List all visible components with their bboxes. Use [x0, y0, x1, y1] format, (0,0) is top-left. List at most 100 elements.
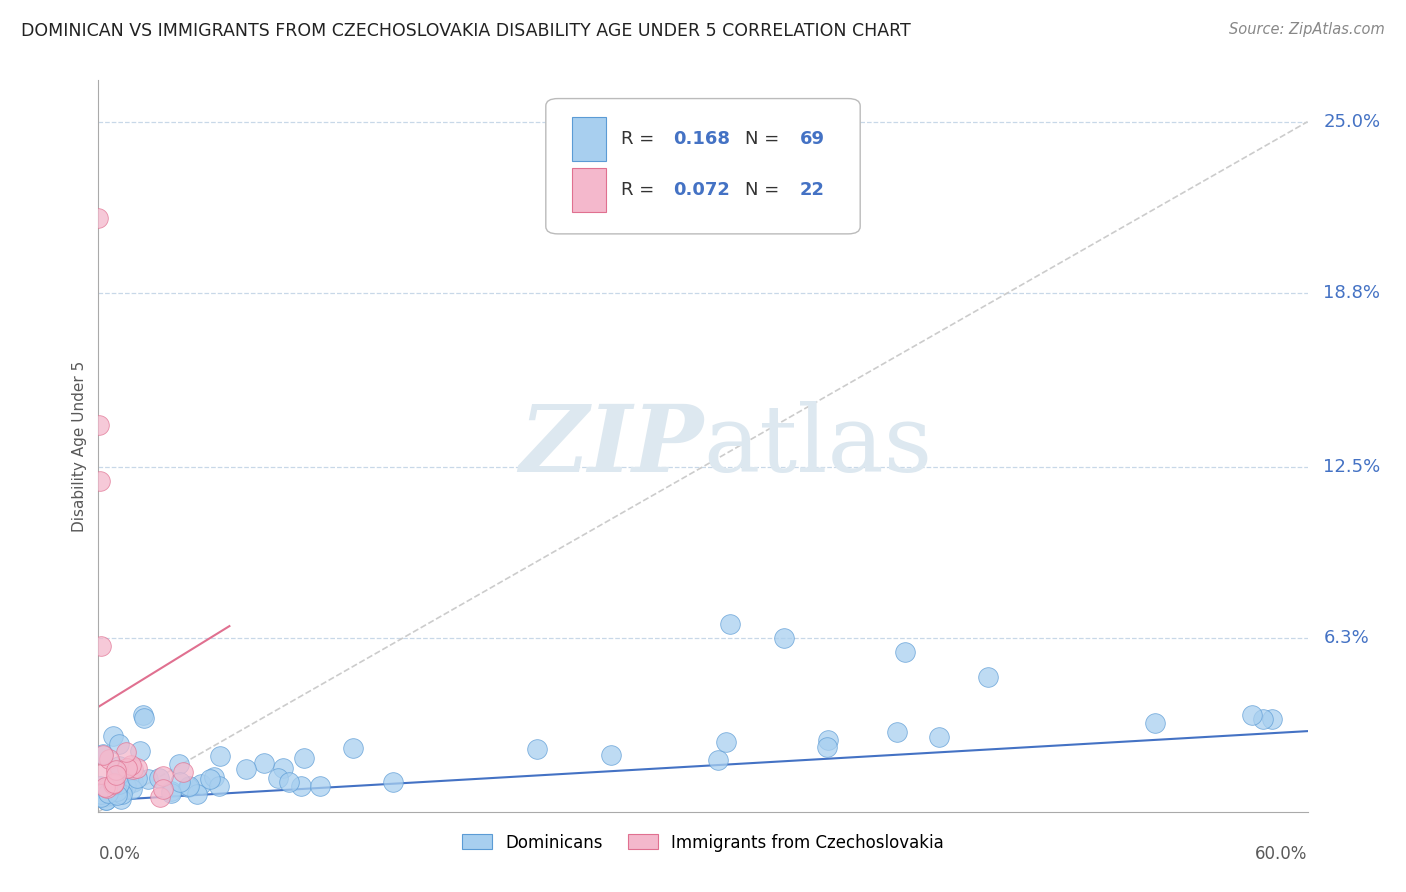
Text: atlas: atlas	[703, 401, 932, 491]
Point	[120, 758, 142, 772]
Point	[160, 786, 183, 800]
Bar	[572, 117, 606, 161]
Text: 18.8%: 18.8%	[1323, 284, 1381, 301]
Point	[1251, 712, 1274, 726]
Point	[108, 737, 131, 751]
Point	[101, 788, 124, 802]
Point	[177, 780, 200, 795]
Point	[107, 789, 129, 803]
Point	[94, 793, 117, 807]
Point	[134, 710, 156, 724]
Point	[160, 783, 183, 797]
Point	[308, 779, 330, 793]
Point	[104, 777, 127, 791]
Point	[342, 740, 364, 755]
Point	[186, 787, 208, 801]
Point	[94, 780, 117, 794]
Text: 0.0%: 0.0%	[98, 845, 141, 863]
Point	[198, 772, 221, 786]
Point	[103, 777, 125, 791]
Point	[600, 747, 623, 762]
Text: 60.0%: 60.0%	[1256, 845, 1308, 863]
Point	[1241, 707, 1264, 722]
Point	[97, 789, 120, 804]
Bar	[572, 168, 606, 212]
Point	[149, 789, 172, 804]
Point	[136, 772, 159, 786]
Point	[278, 774, 301, 789]
Text: 0.168: 0.168	[673, 130, 730, 148]
Point	[271, 761, 294, 775]
Point	[817, 732, 839, 747]
Text: 69: 69	[800, 130, 825, 148]
Point	[202, 770, 225, 784]
Point	[169, 775, 191, 789]
Point	[209, 748, 232, 763]
Point	[89, 782, 111, 797]
Point	[886, 724, 908, 739]
Point	[97, 786, 120, 800]
Text: Source: ZipAtlas.com: Source: ZipAtlas.com	[1229, 22, 1385, 37]
FancyBboxPatch shape	[546, 98, 860, 234]
Point	[89, 779, 111, 793]
Text: DOMINICAN VS IMMIGRANTS FROM CZECHOSLOVAKIA DISABILITY AGE UNDER 5 CORRELATION C: DOMINICAN VS IMMIGRANTS FROM CZECHOSLOVA…	[21, 22, 911, 40]
Text: 22: 22	[800, 181, 825, 199]
Point	[103, 776, 125, 790]
Point	[148, 771, 170, 785]
Point	[1143, 715, 1166, 730]
Point	[90, 789, 112, 804]
Point	[208, 779, 231, 793]
Point	[115, 746, 138, 760]
Point	[105, 763, 128, 777]
Point	[111, 782, 134, 797]
Point	[714, 735, 737, 749]
Point	[977, 670, 1000, 684]
Point	[707, 753, 730, 767]
Point	[152, 769, 174, 783]
Point	[718, 617, 741, 632]
Point	[91, 747, 114, 761]
Point	[90, 767, 112, 781]
Point	[101, 778, 124, 792]
Point	[87, 418, 110, 433]
Point	[121, 775, 143, 789]
Point	[928, 730, 950, 744]
Point	[121, 782, 143, 797]
Point	[381, 774, 404, 789]
Point	[267, 772, 290, 786]
Point	[90, 787, 112, 801]
Point	[893, 645, 915, 659]
Point	[115, 761, 138, 775]
Point	[96, 793, 118, 807]
Text: 12.5%: 12.5%	[1323, 458, 1381, 475]
Point	[125, 761, 148, 775]
Point	[235, 763, 257, 777]
Point	[169, 756, 191, 771]
Text: N =: N =	[745, 130, 786, 148]
Point	[89, 474, 111, 488]
Point	[104, 768, 127, 782]
Text: R =: R =	[621, 130, 659, 148]
Point	[526, 742, 548, 756]
Point	[110, 791, 132, 805]
Point	[115, 779, 138, 793]
Y-axis label: Disability Age Under 5: Disability Age Under 5	[72, 360, 87, 532]
Point	[132, 708, 155, 723]
Point	[177, 779, 200, 793]
Point	[87, 211, 110, 226]
Point	[127, 771, 149, 785]
Point	[190, 777, 212, 791]
Point	[292, 751, 315, 765]
Point	[108, 777, 131, 791]
Text: 0.072: 0.072	[673, 181, 730, 199]
Point	[772, 631, 794, 645]
Point	[172, 764, 194, 779]
Point	[101, 730, 124, 744]
Point	[290, 779, 312, 793]
Point	[105, 784, 128, 798]
Text: ZIP: ZIP	[519, 401, 703, 491]
Point	[122, 762, 145, 776]
Point	[129, 744, 152, 758]
Point	[253, 756, 276, 770]
Text: R =: R =	[621, 181, 659, 199]
